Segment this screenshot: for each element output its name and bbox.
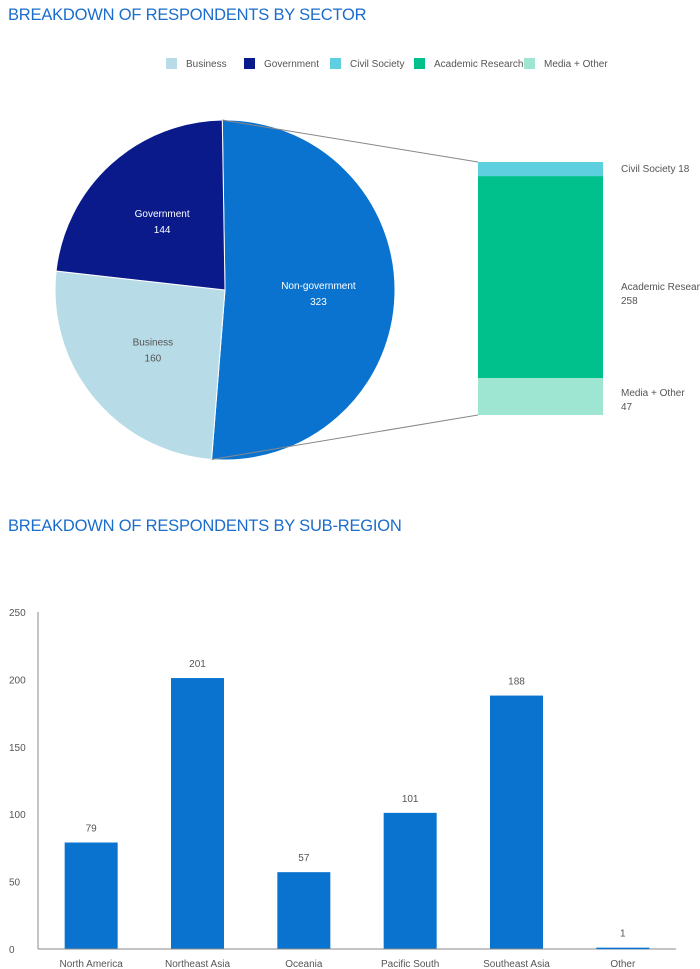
breakdown-label-media-other: Media + Other	[621, 388, 685, 399]
pie-slice-non-government	[211, 119, 396, 461]
pie-slice-government	[55, 119, 226, 291]
breakdown-segment-media-other	[478, 378, 603, 415]
bar-other	[596, 947, 650, 950]
x-tick-label-oceania: Oceania	[285, 959, 323, 969]
legend-item-business: Business	[166, 58, 227, 70]
legend-swatch	[524, 58, 535, 69]
bar-north-america	[64, 842, 118, 949]
data-label-north-america: 79	[86, 824, 98, 835]
x-tick-label-other: Other	[610, 959, 636, 969]
connector-line-bottom	[211, 414, 479, 460]
y-tick-label: 200	[9, 675, 26, 686]
legend-label: Civil Society	[350, 59, 404, 70]
bar-oceania	[277, 872, 331, 949]
legend-item-academic-research: Academic Research	[414, 58, 523, 70]
x-tick-label-pacific-south: Pacific South	[381, 959, 439, 969]
legend-label: Business	[186, 59, 227, 70]
sector-chart-title: BREAKDOWN OF RESPONDENTS BY SECTOR	[8, 6, 367, 24]
breakdown-segment-civil-society	[478, 162, 603, 177]
pie-label-business: Business	[133, 338, 174, 349]
legend-swatch	[244, 58, 255, 69]
x-tick-label-northeast-asia: Northeast Asia	[165, 959, 230, 969]
pie-label-government: Government	[135, 209, 190, 220]
pie-label-non-government: Non-government	[281, 281, 356, 292]
x-tick-label-southeast-asia: Southeast Asia	[483, 959, 550, 969]
data-label-pacific-south: 101	[402, 794, 419, 805]
legend-item-civil-society: Civil Society	[330, 58, 404, 70]
y-tick-label: 0	[9, 945, 15, 956]
breakdown-label-academic-research: Academic Research	[621, 282, 700, 293]
pie-value-government: 144	[154, 225, 171, 236]
breakdown-segment-academic-research	[478, 176, 603, 379]
legend-swatch	[330, 58, 341, 69]
legend-label: Government	[264, 59, 319, 70]
subregion-chart-title: BREAKDOWN OF RESPONDENTS BY SUB-REGION	[8, 517, 402, 535]
y-tick-label: 250	[9, 608, 26, 619]
breakdown-label-civil-society: Civil Society 18	[621, 164, 690, 175]
x-tick-label-north-america: North America	[59, 959, 123, 969]
data-label-northeast-asia: 201	[189, 659, 206, 670]
data-label-other: 1	[620, 929, 626, 940]
connector-line-top	[222, 119, 479, 163]
breakdown-value-academic-research: 258	[621, 296, 638, 307]
bar-southeast-asia	[490, 695, 543, 949]
legend-label: Academic Research	[434, 59, 523, 70]
bar-pacific-south	[383, 812, 437, 949]
legend-item-media-other: Media + Other	[524, 58, 608, 70]
legend-swatch	[414, 58, 425, 69]
bar-northeast-asia	[171, 678, 224, 949]
legend-label: Media + Other	[544, 59, 608, 70]
pie-value-non-government: 323	[310, 297, 327, 308]
legend-item-government: Government	[244, 58, 319, 70]
pie-slice-business	[54, 270, 226, 461]
pie-value-business: 160	[145, 354, 162, 365]
breakdown-value-media-other: 47	[621, 402, 633, 413]
data-label-southeast-asia: 188	[508, 677, 525, 688]
y-tick-label: 150	[9, 743, 26, 754]
y-tick-label: 100	[9, 810, 26, 821]
legend-swatch	[166, 58, 177, 69]
data-label-oceania: 57	[298, 853, 310, 864]
sector-pie-chart: Business Government Civil Society Academic …	[54, 58, 700, 461]
y-tick-label: 50	[9, 878, 21, 889]
